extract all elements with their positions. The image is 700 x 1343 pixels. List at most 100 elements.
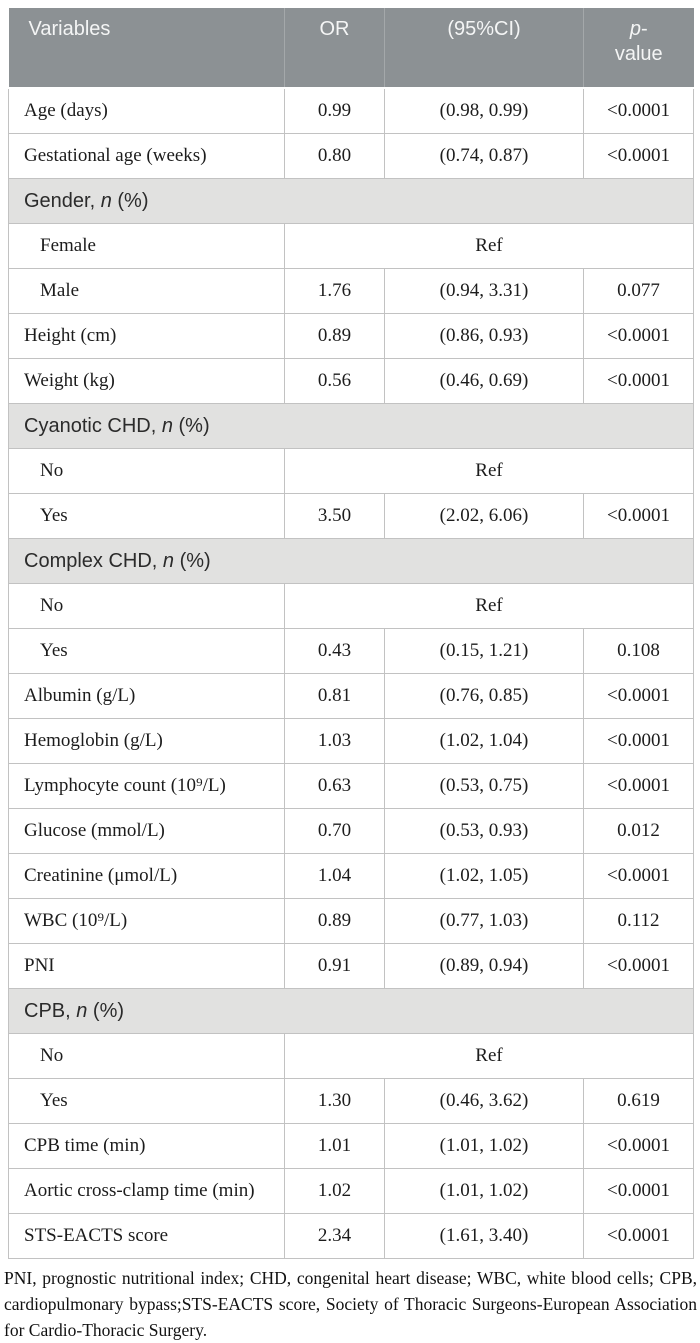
section-label-pre: Gender, xyxy=(24,189,101,212)
or-cell: 0.80 xyxy=(284,133,385,179)
variable-cell: Gestational age (weeks) xyxy=(8,133,285,179)
variable-cell: Yes xyxy=(8,1078,285,1124)
ci-cell: (1.61, 3.40) xyxy=(384,1213,584,1259)
or-cell: 2.34 xyxy=(284,1213,385,1259)
univariate-regression-table: Variables OR (95%CI) p- value Age (days)… xyxy=(8,8,694,1259)
variable-cell: Yes xyxy=(8,493,285,539)
pvalue-cell: <0.0001 xyxy=(583,358,694,404)
pvalue-cell: 0.077 xyxy=(583,268,694,314)
ci-cell: (1.01, 1.02) xyxy=(384,1168,584,1214)
table-body: Age (days) 0.99 (0.98, 0.99) <0.0001 Gestati… xyxy=(8,87,694,1259)
variable-cell: Female xyxy=(8,223,285,269)
table-row: Lymphocyte count (10⁹/L) 0.63 (0.53, 0.75)… xyxy=(8,763,694,809)
or-cell: 1.04 xyxy=(284,853,385,899)
variable-cell: Lymphocyte count (10⁹/L) xyxy=(8,763,285,809)
ref-cell: Ref xyxy=(284,448,694,494)
section-label: Complex CHD, n (%) xyxy=(8,538,694,584)
table-row: Gestational age (weeks) 0.80 (0.74, 0.87) <… xyxy=(8,133,694,179)
or-cell: 0.81 xyxy=(284,673,385,719)
or-cell: 1.01 xyxy=(284,1123,385,1169)
section-label: CPB, n (%) xyxy=(8,988,694,1034)
pvalue-cell: <0.0001 xyxy=(583,1123,694,1169)
col-header-or: OR xyxy=(284,8,385,89)
section-label-post: (%) xyxy=(111,189,149,212)
table-row: Hemoglobin (g/L) 1.03 (1.02, 1.04) <0.0001 xyxy=(8,718,694,764)
section-label: Gender, n (%) xyxy=(8,178,694,224)
ci-cell: (0.98, 0.99) xyxy=(384,87,584,134)
table-row: Female Ref xyxy=(8,223,694,269)
table-row: Weight (kg) 0.56 (0.46, 0.69) <0.0001 xyxy=(8,358,694,404)
variable-cell: Yes xyxy=(8,628,285,674)
pvalue-cell: <0.0001 xyxy=(583,673,694,719)
table-row: Albumin (g/L) 0.81 (0.76, 0.85) <0.0001 xyxy=(8,673,694,719)
variable-cell: Age (days) xyxy=(8,87,285,134)
variable-cell: Glucose (mmol/L) xyxy=(8,808,285,854)
variable-cell: Albumin (g/L) xyxy=(8,673,285,719)
table-header-row: Variables OR (95%CI) p- value xyxy=(8,8,694,89)
variable-cell: CPB time (min) xyxy=(8,1123,285,1169)
pvalue-cell: 0.012 xyxy=(583,808,694,854)
or-cell: 0.89 xyxy=(284,313,385,359)
ci-cell: (0.89, 0.94) xyxy=(384,943,584,989)
section-label-post: (%) xyxy=(172,414,210,437)
table-row: Height (cm) 0.89 (0.86, 0.93) <0.0001 xyxy=(8,313,694,359)
section-label-post: (%) xyxy=(87,999,125,1022)
table-row: Male 1.76 (0.94, 3.31) 0.077 xyxy=(8,268,694,314)
section-row: Gender, n (%) xyxy=(8,178,694,224)
ci-cell: (0.74, 0.87) xyxy=(384,133,584,179)
ci-cell: (0.76, 0.85) xyxy=(384,673,584,719)
variable-cell: Hemoglobin (g/L) xyxy=(8,718,285,764)
section-row: CPB, n (%) xyxy=(8,988,694,1034)
or-cell: 0.89 xyxy=(284,898,385,944)
table-row: Glucose (mmol/L) 0.70 (0.53, 0.93) 0.012 xyxy=(8,808,694,854)
table-row: STS-EACTS score 2.34 (1.61, 3.40) <0.0001 xyxy=(8,1213,694,1259)
ref-cell: Ref xyxy=(284,1033,694,1079)
pvalue-cell: <0.0001 xyxy=(583,718,694,764)
pvalue-cell: <0.0001 xyxy=(583,87,694,134)
pvalue-cell: <0.0001 xyxy=(583,313,694,359)
or-cell: 0.70 xyxy=(284,808,385,854)
or-cell: 0.43 xyxy=(284,628,385,674)
ref-cell: Ref xyxy=(284,223,694,269)
variable-cell: Height (cm) xyxy=(8,313,285,359)
or-cell: 1.76 xyxy=(284,268,385,314)
variable-cell: Aortic cross-clamp time (min) xyxy=(8,1168,285,1214)
table-row: Yes 1.30 (0.46, 3.62) 0.619 xyxy=(8,1078,694,1124)
variable-cell: No xyxy=(8,448,285,494)
ci-cell: (0.53, 0.75) xyxy=(384,763,584,809)
variable-cell: No xyxy=(8,583,285,629)
ci-cell: (0.46, 0.69) xyxy=(384,358,584,404)
ci-cell: (2.02, 6.06) xyxy=(384,493,584,539)
section-row: Complex CHD, n (%) xyxy=(8,538,694,584)
pvalue-cell: <0.0001 xyxy=(583,1168,694,1214)
table-row: No Ref xyxy=(8,448,694,494)
section-label: Cyanotic CHD, n (%) xyxy=(8,403,694,449)
ci-cell: (0.46, 3.62) xyxy=(384,1078,584,1124)
variable-cell: PNI xyxy=(8,943,285,989)
section-label-pre: Complex CHD, xyxy=(24,549,163,572)
or-cell: 1.30 xyxy=(284,1078,385,1124)
or-cell: 3.50 xyxy=(284,493,385,539)
or-cell: 1.03 xyxy=(284,718,385,764)
ci-cell: (0.94, 3.31) xyxy=(384,268,584,314)
variable-cell: No xyxy=(8,1033,285,1079)
or-cell: 0.63 xyxy=(284,763,385,809)
pvalue-cell: <0.0001 xyxy=(583,493,694,539)
table-row: Creatinine (μmol/L) 1.04 (1.02, 1.05) <0.00… xyxy=(8,853,694,899)
ci-cell: (0.15, 1.21) xyxy=(384,628,584,674)
variable-cell: WBC (10⁹/L) xyxy=(8,898,285,944)
section-label-n-italic: n xyxy=(161,414,173,437)
variable-cell: STS-EACTS score xyxy=(8,1213,285,1259)
section-label-n-italic: n xyxy=(162,549,175,572)
table-row: WBC (10⁹/L) 0.89 (0.77, 1.03) 0.112 xyxy=(8,898,694,944)
pvalue-cell: <0.0001 xyxy=(583,943,694,989)
table-row: PNI 0.91 (0.89, 0.94) <0.0001 xyxy=(8,943,694,989)
pvalue-p-italic: p xyxy=(629,18,641,40)
table-row: No Ref xyxy=(8,1033,694,1079)
pvalue-cell: 0.112 xyxy=(583,898,694,944)
section-label-post: (%) xyxy=(174,549,211,572)
ref-cell: Ref xyxy=(284,583,694,629)
section-label-pre: Cyanotic CHD, xyxy=(24,414,162,437)
ci-cell: (0.53, 0.93) xyxy=(384,808,584,854)
